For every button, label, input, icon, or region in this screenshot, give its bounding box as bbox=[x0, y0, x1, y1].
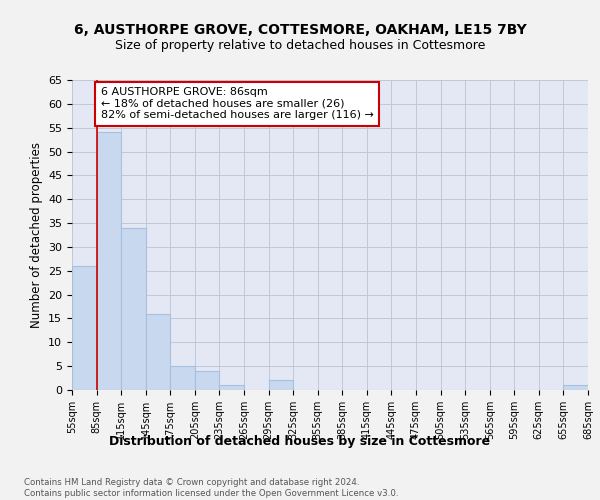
Bar bbox=[72, 266, 97, 390]
Bar bbox=[97, 132, 121, 390]
Bar bbox=[146, 314, 170, 390]
Bar bbox=[121, 228, 146, 390]
Text: 6 AUSTHORPE GROVE: 86sqm
← 18% of detached houses are smaller (26)
82% of semi-d: 6 AUSTHORPE GROVE: 86sqm ← 18% of detach… bbox=[101, 87, 374, 120]
Bar bbox=[269, 380, 293, 390]
Text: Distribution of detached houses by size in Cottesmore: Distribution of detached houses by size … bbox=[109, 435, 491, 448]
Bar bbox=[195, 371, 220, 390]
Text: Size of property relative to detached houses in Cottesmore: Size of property relative to detached ho… bbox=[115, 39, 485, 52]
Y-axis label: Number of detached properties: Number of detached properties bbox=[29, 142, 43, 328]
Bar bbox=[170, 366, 195, 390]
Text: Contains HM Land Registry data © Crown copyright and database right 2024.
Contai: Contains HM Land Registry data © Crown c… bbox=[24, 478, 398, 498]
Bar bbox=[563, 385, 588, 390]
Bar bbox=[220, 385, 244, 390]
Text: 6, AUSTHORPE GROVE, COTTESMORE, OAKHAM, LE15 7BY: 6, AUSTHORPE GROVE, COTTESMORE, OAKHAM, … bbox=[74, 22, 526, 36]
